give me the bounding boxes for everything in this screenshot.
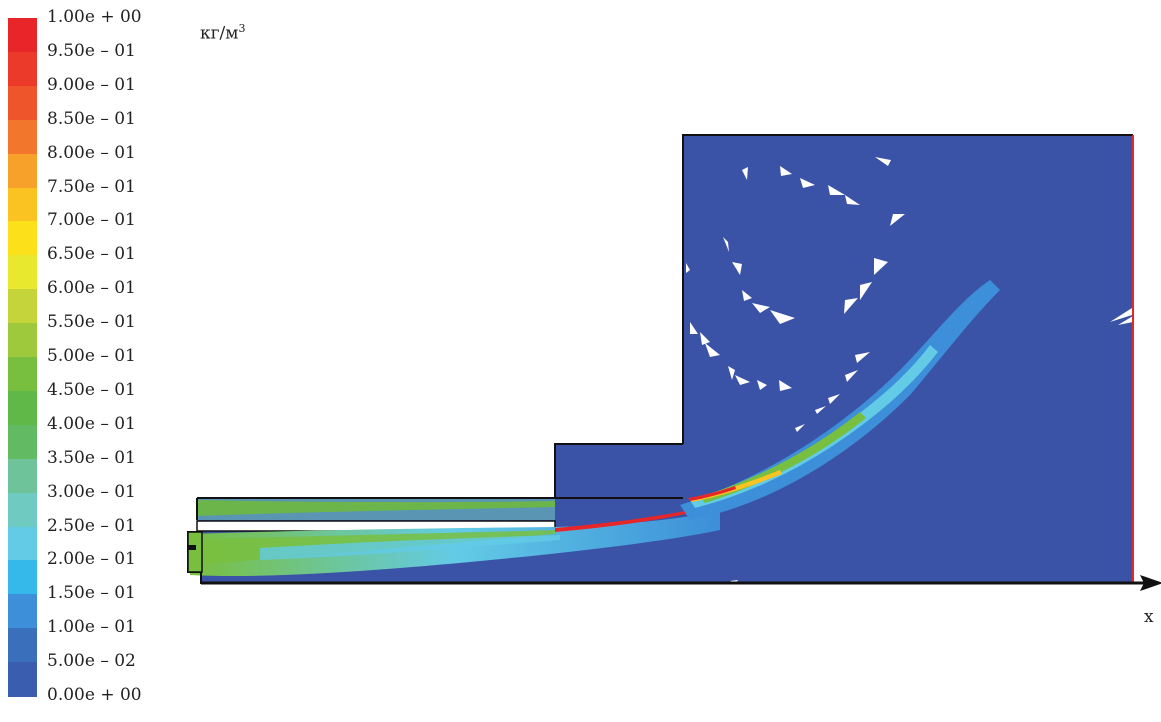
colorbar-swatch — [8, 357, 37, 392]
colorbar-swatch — [8, 323, 37, 358]
recirculation-markers — [686, 157, 1133, 583]
unit-label: кг/м3 — [200, 22, 245, 44]
x-axis-label: x — [1144, 607, 1154, 627]
colorbar-swatch — [8, 424, 37, 460]
colorbar-swatch — [8, 18, 37, 53]
colorbar-tick-label: 2.50e – 01 — [47, 515, 136, 536]
nozzle-stub — [187, 531, 203, 573]
colorbar-swatch — [8, 526, 37, 561]
colorbar-tick-label: 7.00e – 01 — [47, 210, 136, 231]
colorbar-swatch — [8, 51, 37, 87]
colorbar-tick-label: 2.00e – 01 — [47, 549, 136, 570]
curved-jet-red — [688, 486, 736, 501]
colorbar-swatch — [8, 628, 37, 663]
x-axis-arrowhead — [1140, 575, 1161, 591]
colorbar-tick-label: 3.00e – 01 — [47, 481, 136, 502]
colorbar-tick-label: 6.00e – 01 — [47, 278, 136, 299]
colorbar-tick-label: 1.00e + 00 — [47, 7, 142, 27]
colorbar-swatch — [8, 289, 37, 324]
colorbar-tick-label: 5.50e – 01 — [47, 312, 136, 333]
colorbar-tick-label: 1.50e – 01 — [47, 583, 136, 604]
colorbar-tick-label: 1.00e – 01 — [47, 617, 136, 638]
colorbar-swatch — [8, 187, 37, 222]
colorbar-tick-label: 4.50e – 01 — [47, 379, 136, 400]
upper-channel-green — [197, 500, 555, 516]
unit-text: кг/м — [200, 23, 239, 44]
colorbar-tick-label: 9.00e – 01 — [47, 74, 136, 95]
colorbar-swatch — [8, 458, 37, 494]
colorbar-swatch — [8, 221, 37, 256]
nozzle-tip — [188, 545, 196, 550]
colorbar-tick-label: 7.50e – 01 — [47, 176, 136, 197]
colorbar-tick-label: 5.00e – 01 — [47, 346, 136, 366]
colorbar-tick-label: 9.50e – 01 — [47, 40, 136, 61]
geometry-outline — [187, 134, 1133, 584]
colorbar-swatch — [8, 119, 37, 155]
flow-domain — [188, 135, 1133, 583]
colorbar-tick-label: 4.00e – 01 — [47, 413, 136, 434]
colorbar-legend: 1.00e + 00 9.50e – 01 9.00e – 01 8.50e – 01… — [0, 0, 175, 722]
colorbar-swatch — [8, 255, 37, 290]
colorbar-swatch — [8, 560, 37, 595]
colorbar-tick-label: 0.00e + 00 — [47, 685, 142, 705]
colorbar-swatch — [8, 594, 37, 629]
shear-layer-red — [555, 510, 690, 532]
unit-superscript: 3 — [238, 22, 246, 35]
colorbar-swatch — [8, 492, 37, 528]
colorbar-swatch — [8, 153, 37, 189]
colorbar-tick-label: 3.50e – 01 — [47, 447, 136, 468]
lower-jet-cyan — [260, 535, 560, 560]
colorbar-tick-label: 5.00e – 02 — [47, 651, 136, 672]
colorbar-swatch — [8, 662, 37, 697]
colorbar-tick-label: 6.50e – 01 — [47, 244, 136, 265]
colorbar-swatch — [8, 390, 37, 426]
colorbar-swatch — [8, 85, 37, 121]
colorbar-tick-label: 8.50e – 01 — [47, 108, 136, 129]
colorbar-tick-label: 8.00e – 01 — [47, 142, 136, 163]
